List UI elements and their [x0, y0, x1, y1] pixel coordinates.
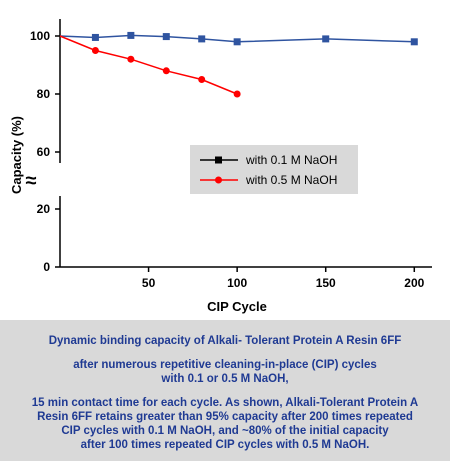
y-tick-label: 100: [30, 29, 50, 43]
axes: [55, 19, 432, 272]
data-point-circle: [91, 47, 99, 54]
axis-break-symbol: ≈: [26, 170, 37, 192]
y-tick-label: 60: [37, 145, 51, 159]
data-point-square: [410, 38, 418, 46]
data-point-circle: [233, 90, 241, 98]
y-tick-label: 20: [37, 202, 51, 216]
data-point-circle: [162, 67, 170, 75]
legend-box: [190, 145, 358, 194]
series-line-1: [59, 35, 238, 95]
capacity-chart: 60 80 100 0 20 50 100 150 200 Capacity (%) CIP C…: [9, 19, 432, 314]
legend-marker-naoh-05: [215, 176, 222, 184]
x-tick-label: 150: [316, 276, 336, 290]
data-point-square: [127, 31, 135, 39]
caption-line: with 0.1 or 0.5 M NaOH,: [161, 373, 289, 385]
legend: with 0.1 M NaOH with 0.5 M NaOH: [190, 145, 358, 194]
y-axis-label: Capacity (%): [9, 116, 24, 194]
legend-marker-naoh-01: [215, 156, 222, 164]
data-point-square: [322, 35, 330, 43]
figure-caption: Dynamic binding capacity of Alkali- Tole…: [0, 320, 450, 461]
x-tick-label: 100: [227, 276, 247, 290]
caption-line: Resin 6FF retains greater than 95% capac…: [37, 411, 413, 423]
series-line-0: [59, 34, 415, 43]
caption-line: CIP cycles with 0.1 M NaOH, and ~80% of …: [61, 425, 389, 437]
caption-line: after 100 times repeated CIP cycles with…: [80, 439, 370, 451]
caption-line: 15 min contact time for each cycle. As s…: [31, 397, 419, 409]
data-point-circle: [127, 55, 135, 63]
data-series: [59, 31, 418, 98]
legend-label-naoh-05: with 0.5 M NaOH: [245, 173, 337, 187]
tick-labels: 60 80 100 0 20 50 100 150 200: [30, 29, 425, 290]
y-tick-label: 80: [37, 87, 51, 101]
data-point-square: [91, 33, 99, 41]
data-point-square: [198, 35, 206, 43]
data-point-square: [233, 38, 241, 46]
legend-label-naoh-01: with 0.1 M NaOH: [245, 153, 337, 167]
data-point-square: [162, 33, 170, 41]
x-axis-label: CIP Cycle: [207, 299, 267, 314]
y-tick-label: 0: [43, 260, 50, 274]
x-tick-label: 50: [142, 276, 156, 290]
caption-line: after numerous repetitive cleaning-in-pl…: [73, 359, 377, 371]
x-tick-label: 200: [404, 276, 424, 290]
caption-line: Dynamic binding capacity of Alkali- Tole…: [48, 335, 402, 347]
data-point-circle: [198, 76, 206, 83]
